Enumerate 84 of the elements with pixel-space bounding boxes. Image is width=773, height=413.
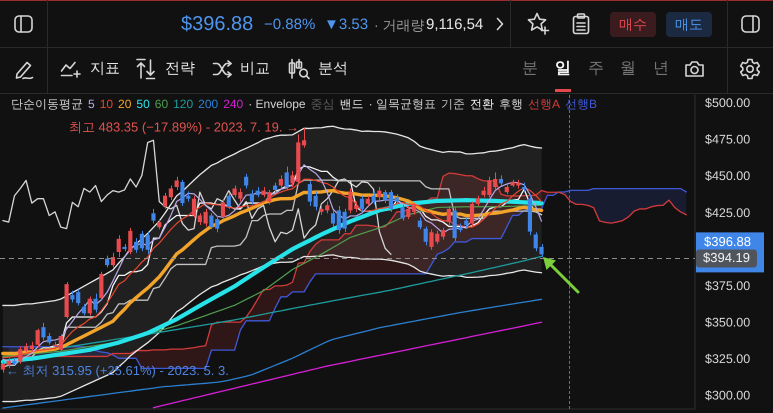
- candlestick: [93, 293, 98, 314]
- text: −0.88%: [264, 15, 316, 35]
- text: $396.88: [181, 12, 254, 36]
- text: 분석: [318, 59, 348, 79]
- text: 60: [154, 97, 168, 111]
- text: 240: [223, 97, 244, 111]
- text: 주: [588, 59, 604, 79]
- annotation: 최고 483.35 (−17.89%) - 2023. 7. 19. →: [68, 120, 300, 135]
- candlestick: [377, 186, 382, 201]
- text: 비교: [240, 59, 270, 79]
- candlestick: [134, 238, 138, 254]
- annotation: 단순이동평균: [11, 97, 83, 111]
- text: 전환: [470, 97, 494, 111]
- candlestick: [446, 205, 451, 226]
- text: 200: [198, 97, 218, 111]
- text: 10: [100, 97, 114, 111]
- candlestick: [192, 195, 196, 218]
- text: 20: [118, 97, 132, 111]
- text: 후행: [498, 97, 523, 111]
- candlestick: [162, 192, 168, 210]
- candlestick: [400, 204, 405, 222]
- text: 년: [653, 59, 669, 79]
- candlestick: [168, 185, 173, 201]
- candlestick: [464, 217, 468, 228]
- text: ▼3.53: [324, 15, 368, 35]
- series-label: 밴드: [340, 97, 364, 111]
- text: 월: [620, 59, 636, 79]
- y-tick-label: $475.00: [705, 132, 750, 147]
- text: 지표: [90, 59, 120, 79]
- candlestick: [174, 176, 179, 190]
- candlestick: [88, 296, 92, 316]
- candlestick: [110, 252, 116, 268]
- annotation: · Envelope: [248, 97, 306, 111]
- candlestick: [498, 174, 504, 186]
- candlestick: [116, 234, 121, 258]
- candlestick: [424, 226, 428, 246]
- candlestick: [371, 190, 376, 206]
- y-tick-label: $325.00: [705, 352, 750, 366]
- candlestick: [273, 182, 278, 194]
- text: 50: [136, 97, 150, 111]
- candlestick: [476, 195, 480, 206]
- y-tick-label: $450.00: [705, 169, 750, 184]
- y-tick-label: $425.00: [705, 206, 750, 220]
- annotation: 중심: [310, 97, 335, 111]
- text: 전략: [165, 59, 195, 79]
- text: $396.88: [704, 234, 751, 249]
- text: 일: [555, 59, 571, 79]
- text: 5: [88, 97, 95, 111]
- y-tick-label: $500.00: [705, 96, 750, 110]
- text: 선행A: [528, 97, 560, 111]
- candlestick: [220, 200, 226, 220]
- candlestick: [504, 184, 509, 195]
- text: 분: [522, 59, 538, 79]
- candlestick: [128, 227, 132, 255]
- text: 120: [173, 97, 194, 111]
- y-tick-label: $375.00: [705, 278, 750, 293]
- sell-button: 매도: [666, 12, 712, 37]
- candlestick: [232, 185, 237, 198]
- text: 선행B: [564, 97, 597, 111]
- candlestick: [470, 201, 474, 227]
- candlestick: [105, 255, 110, 268]
- candlestick: [36, 328, 40, 348]
- candlestick: [360, 195, 364, 212]
- candlestick: [82, 303, 86, 316]
- candlestick: [284, 166, 289, 190]
- candlestick: [383, 189, 388, 204]
- ref-line-label: $394.19: [703, 250, 750, 266]
- candlestick: [418, 217, 422, 230]
- annotation: · 일목균형표: [368, 97, 436, 111]
- text: 기준: [440, 97, 465, 111]
- candlestick: [157, 218, 162, 230]
- text: 9,116,54: [426, 15, 484, 35]
- buy-button: 매수: [610, 12, 656, 37]
- candlestick: [482, 186, 486, 198]
- y-tick-label: $350.00: [705, 315, 750, 330]
- y-tick-label: $300.00: [705, 388, 750, 402]
- candlestick: [238, 188, 242, 202]
- text: · 거래량: [374, 16, 425, 35]
- candlestick: [244, 173, 248, 189]
- candlestick: [366, 195, 370, 206]
- candlestick: [151, 208, 156, 224]
- candlestick: [278, 174, 283, 189]
- candlestick: [226, 192, 231, 210]
- candlestick: [30, 341, 34, 353]
